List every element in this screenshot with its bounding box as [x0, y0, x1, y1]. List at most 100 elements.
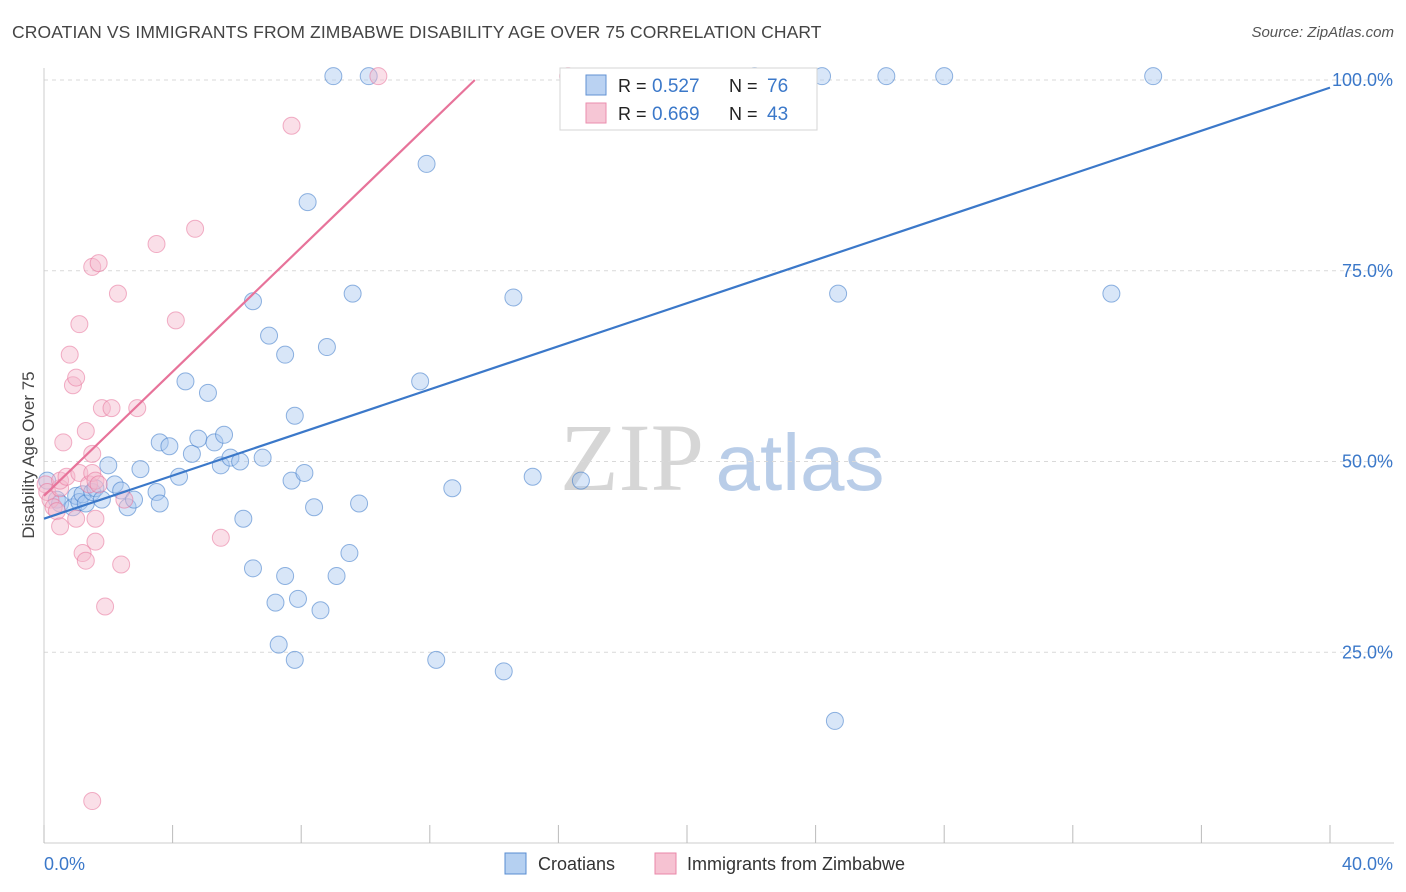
axes	[43, 68, 1394, 844]
point-croatians	[443, 479, 462, 498]
chart-title: CROATIAN VS IMMIGRANTS FROM ZIMBABWE DIS…	[12, 22, 822, 42]
point-croatians	[243, 559, 262, 578]
point-croatians	[359, 67, 378, 86]
point-zimbabwe	[96, 597, 115, 616]
point-croatians	[189, 429, 208, 448]
legend: R = 0.527 N = 76 R = 0.669 N = 43	[559, 67, 818, 131]
point-croatians	[205, 433, 224, 452]
point-zimbabwe	[166, 311, 185, 330]
point-croatians	[221, 448, 240, 467]
point-croatians	[131, 460, 150, 479]
point-croatians	[877, 67, 896, 86]
tick-labels: 25.0% 50.0% 75.0% 100.0% 0.0% 40.0%	[44, 70, 1393, 874]
trend-lines	[43, 79, 1331, 520]
bottom-legend-croatians: Croatians	[538, 854, 615, 874]
point-croatians	[1102, 284, 1121, 303]
point-zimbabwe	[83, 444, 102, 463]
point-croatians	[125, 490, 144, 509]
series-zimbabwe	[36, 67, 578, 811]
point-zimbabwe	[86, 532, 105, 551]
bottom-legend-swatch-croatians	[504, 852, 527, 875]
point-croatians	[260, 326, 279, 345]
legend-swatch-blue	[585, 74, 607, 96]
point-zimbabwe	[76, 421, 95, 440]
watermark-atlas: atlas	[716, 418, 885, 507]
point-zimbabwe	[54, 433, 73, 452]
point-croatians	[176, 372, 195, 391]
bottom-legend-swatch-zimbabwe	[654, 852, 677, 875]
point-croatians	[829, 284, 848, 303]
point-zimbabwe	[211, 528, 230, 547]
point-croatians	[215, 425, 234, 444]
point-croatians	[324, 67, 343, 86]
point-croatians	[160, 437, 179, 456]
point-croatians	[266, 593, 285, 612]
trend-line-zimbabwe	[43, 79, 476, 497]
point-croatians	[350, 494, 369, 513]
point-croatians	[411, 372, 430, 391]
point-zimbabwe	[282, 116, 301, 135]
point-zimbabwe	[102, 399, 121, 418]
point-zimbabwe	[67, 368, 86, 387]
chart-source: Source: ZipAtlas.com	[1251, 24, 1394, 41]
legend-r-label-2: R =	[618, 104, 647, 124]
legend-n-value-1: 76	[767, 76, 788, 97]
legend-n-label-1: N =	[729, 76, 758, 96]
y-tick-label: 75.0%	[1342, 261, 1393, 281]
trend-line-croatians	[43, 86, 1331, 520]
point-zimbabwe	[51, 517, 70, 536]
x-tick-label: 40.0%	[1342, 854, 1393, 874]
series-croatians	[38, 67, 1163, 730]
point-zimbabwe	[60, 345, 79, 364]
point-zimbabwe	[83, 792, 102, 811]
point-zimbabwe	[92, 399, 111, 418]
point-croatians	[305, 498, 324, 517]
point-zimbabwe	[70, 315, 89, 334]
point-zimbabwe	[76, 551, 95, 570]
point-zimbabwe	[89, 475, 108, 494]
point-croatians	[317, 338, 336, 357]
point-croatians	[327, 566, 346, 585]
point-croatians	[1144, 67, 1163, 86]
point-zimbabwe	[128, 399, 147, 418]
point-croatians	[150, 433, 169, 452]
y-tick-label: 100.0%	[1332, 70, 1393, 90]
legend-n-label-2: N =	[729, 104, 758, 124]
point-croatians	[269, 635, 288, 654]
point-croatians	[504, 288, 523, 307]
point-croatians	[298, 193, 317, 212]
point-croatians	[343, 284, 362, 303]
point-croatians	[182, 444, 201, 463]
point-zimbabwe	[369, 67, 388, 86]
point-croatians	[285, 650, 304, 669]
x-tick-label: 0.0%	[44, 854, 85, 874]
point-croatians	[571, 471, 590, 490]
point-croatians	[99, 456, 118, 475]
point-croatians	[427, 650, 446, 669]
point-croatians	[295, 463, 314, 482]
point-croatians	[935, 67, 954, 86]
point-zimbabwe	[112, 555, 131, 574]
point-zimbabwe	[108, 284, 127, 303]
point-croatians	[276, 566, 295, 585]
point-zimbabwe	[89, 254, 108, 273]
point-zimbabwe	[86, 509, 105, 528]
bottom-legend: Croatians Immigrants from Zimbabwe	[504, 852, 905, 875]
point-zimbabwe	[186, 219, 205, 238]
point-croatians	[150, 494, 169, 513]
legend-r-value-1: 0.527	[652, 76, 700, 97]
point-zimbabwe	[67, 509, 86, 528]
y-tick-label: 50.0%	[1342, 452, 1393, 472]
point-croatians	[234, 509, 253, 528]
point-zimbabwe	[147, 235, 166, 254]
y-tick-label: 25.0%	[1342, 642, 1393, 662]
point-croatians	[417, 154, 436, 173]
legend-n-value-2: 43	[767, 104, 788, 125]
point-croatians	[285, 406, 304, 425]
point-croatians	[276, 345, 295, 364]
point-croatians	[311, 601, 330, 620]
legend-r-value-2: 0.669	[652, 104, 700, 125]
point-croatians	[198, 383, 217, 402]
point-croatians	[147, 483, 166, 502]
